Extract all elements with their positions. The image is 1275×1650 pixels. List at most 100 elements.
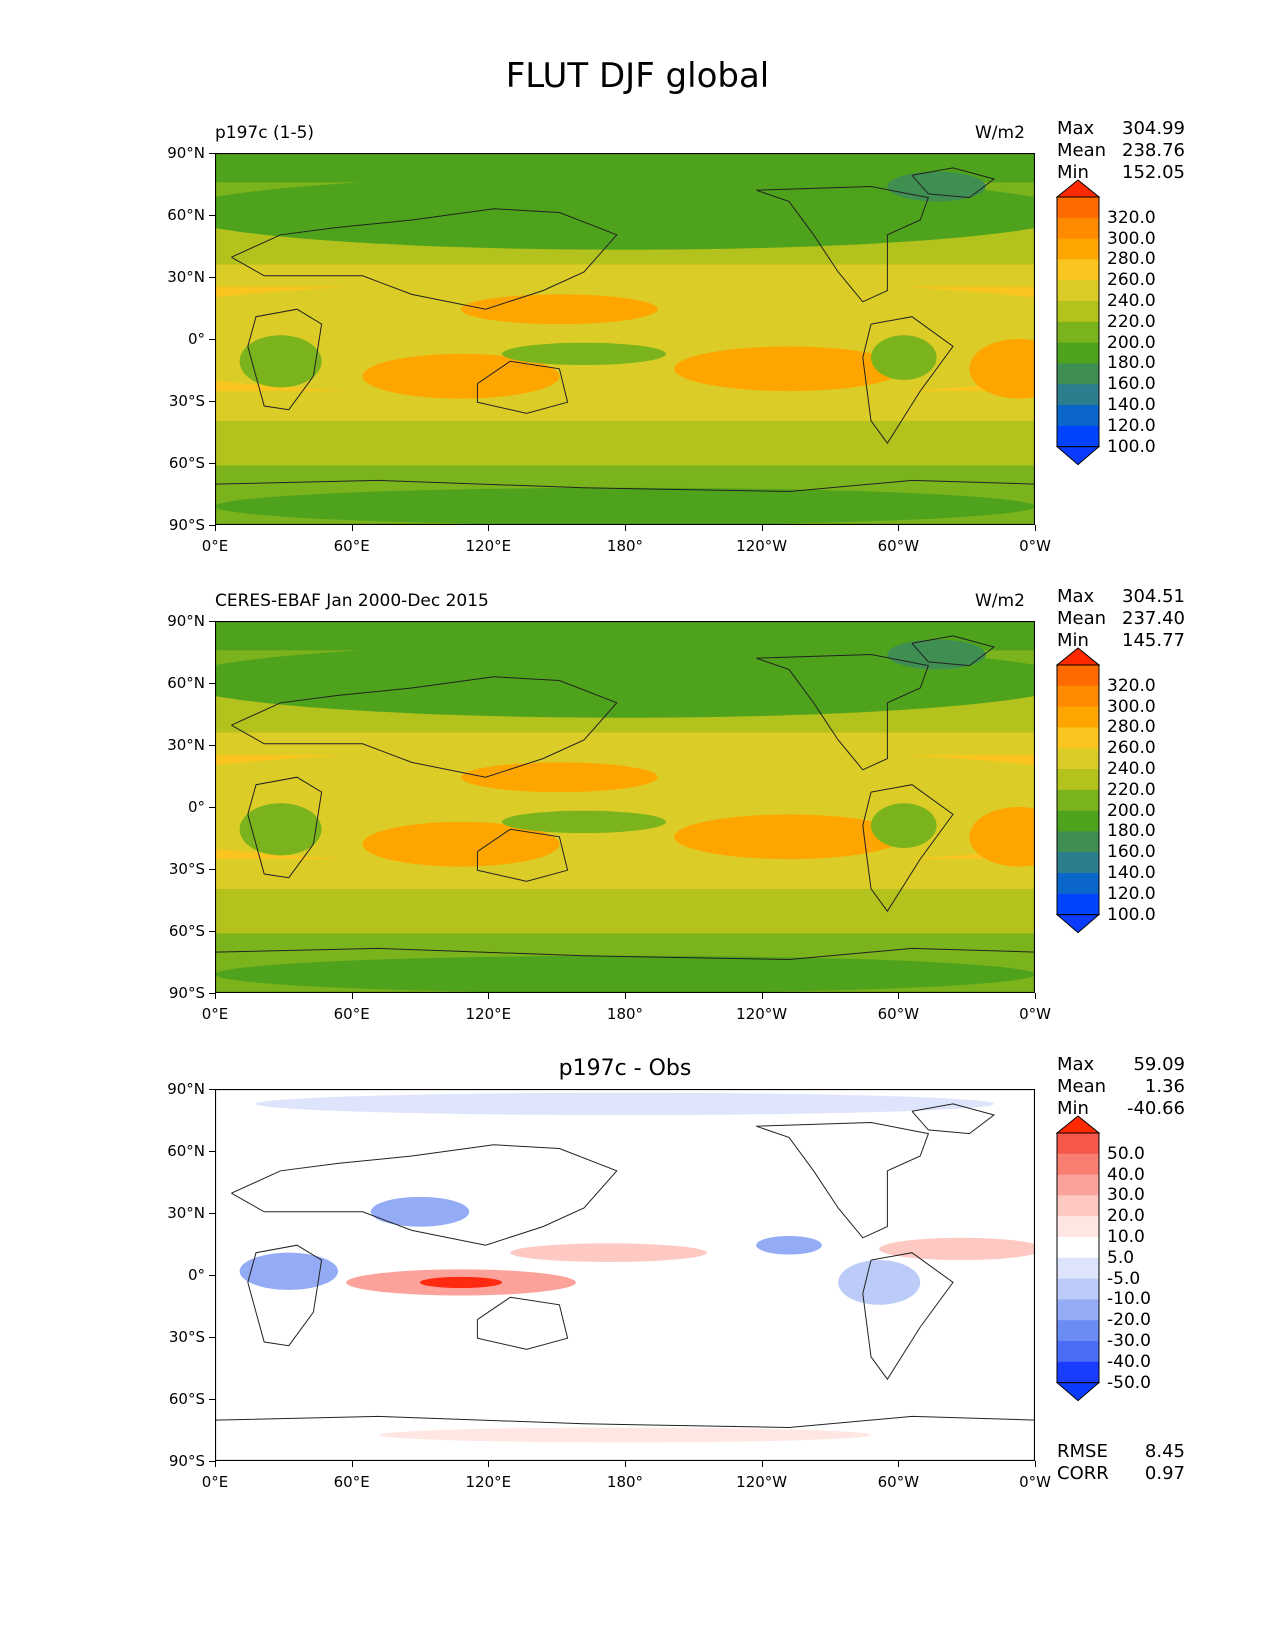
field-contour [215, 487, 1035, 525]
field-contour [215, 643, 1035, 718]
stat-mean-value: 237.40 [1122, 608, 1185, 629]
coastline [247, 776, 323, 879]
colorbar-label: -30.0 [1107, 1331, 1151, 1351]
map-plot-0 [215, 153, 1035, 525]
field-contour [239, 1252, 338, 1290]
latitude-band [215, 888, 1035, 934]
colorbar-frame [1056, 664, 1100, 916]
colorbar-segment [1057, 425, 1099, 448]
field-contour [239, 335, 322, 388]
x-tick-mark [1035, 993, 1036, 999]
y-tick-mark [209, 621, 215, 622]
map-plot-2 [215, 1089, 1035, 1461]
x-tick-label: 180° [606, 1473, 644, 1491]
field-contour [879, 1237, 1035, 1261]
colorbar-label: 180.0 [1107, 353, 1156, 374]
x-tick-mark [215, 1461, 216, 1467]
colorbar-label: 50.0 [1107, 1143, 1145, 1164]
panel-left-title: CERES-EBAF Jan 2000-Dec 2015 [215, 591, 489, 611]
coastline [231, 676, 618, 778]
field-contour [362, 821, 560, 867]
stat-max-value: 304.51 [1122, 586, 1185, 607]
coastline [247, 308, 323, 411]
coastline [756, 653, 930, 771]
colorbar-label: 260.0 [1107, 270, 1156, 291]
colorbar-label: 140.0 [1107, 395, 1156, 415]
y-tick-mark [209, 807, 215, 808]
field-contour [674, 814, 904, 860]
y-tick-mark [209, 215, 215, 216]
x-tick-label: 0°E [201, 1473, 229, 1491]
stat-max-label: Max [1057, 586, 1095, 607]
colorbar-segment [1057, 810, 1099, 832]
field-contour [969, 807, 1035, 867]
colorbar-label: -10.0 [1107, 1289, 1151, 1310]
field-contour [239, 803, 322, 856]
colorbar-label: 200.0 [1107, 332, 1156, 353]
colorbar-label: 100.0 [1107, 904, 1156, 925]
colorbar-segment [1057, 1341, 1099, 1363]
coastline [756, 185, 930, 303]
colorbar-label: 140.0 [1107, 863, 1156, 883]
x-tick-label: 0°W [1019, 1005, 1051, 1023]
y-tick-label: 30°S [168, 860, 205, 878]
colorbar-label: 320.0 [1107, 675, 1156, 696]
y-tick-label: 90°N [167, 612, 205, 630]
colorbar-label: 160.0 [1107, 374, 1156, 395]
colorbar-extend-top [1056, 1115, 1100, 1134]
coastline [476, 1296, 569, 1350]
x-tick-mark [1035, 525, 1036, 531]
field-contour [871, 335, 937, 380]
stat-min-label: Min [1057, 630, 1089, 651]
colorbar-label: 180.0 [1107, 821, 1156, 842]
colorbar-segment [1057, 1153, 1099, 1176]
field-contour [461, 294, 658, 325]
x-tick-label: 180° [606, 537, 644, 555]
y-tick-mark [209, 1089, 215, 1090]
colorbar-label: 5.0 [1107, 1247, 1135, 1268]
colorbar-frame [1056, 1132, 1100, 1384]
colorbar-segment [1057, 1361, 1099, 1384]
y-tick-label: 90°N [167, 1080, 205, 1098]
field-contour [215, 955, 1035, 993]
y-tick-label: 0° [187, 1266, 205, 1284]
x-tick-label: 120°W [736, 1005, 788, 1023]
y-tick-label: 0° [187, 330, 205, 348]
y-tick-mark [209, 869, 215, 870]
field-contour [502, 342, 666, 366]
x-tick-mark [215, 993, 216, 999]
colorbar-label: 30.0 [1107, 1185, 1145, 1206]
coastline [215, 1415, 1035, 1429]
x-tick-label: 0°W [1019, 1473, 1051, 1491]
y-tick-label: 30°S [168, 392, 205, 410]
stat-rmse-value: 8.45 [1144, 1441, 1185, 1462]
x-tick-mark [898, 1461, 900, 1467]
colorbar-segment [1057, 1278, 1099, 1300]
stat-min-value: -40.66 [1126, 1098, 1185, 1119]
colorbar-segment [1057, 831, 1099, 853]
colorbar-label: 120.0 [1107, 883, 1156, 904]
field-contour [674, 346, 904, 392]
field-contour [838, 1260, 921, 1305]
stat-min-value: 145.77 [1122, 630, 1185, 651]
colorbar-extend-bottom [1056, 914, 1100, 934]
x-tick-label: 0°E [201, 537, 229, 555]
y-tick-label: 90°S [168, 516, 205, 534]
coastline [911, 167, 996, 199]
map-plot-1 [215, 621, 1035, 993]
y-tick-label: 60°N [167, 674, 205, 692]
field-contour [502, 810, 666, 834]
x-tick-label: 0°W [1019, 537, 1051, 555]
y-tick-label: 30°N [167, 268, 205, 286]
stat-mean-value: 1.36 [1144, 1076, 1185, 1097]
y-tick-label: 90°S [168, 984, 205, 1002]
latitude-band [215, 420, 1035, 466]
field-contour [510, 1243, 707, 1262]
colorbar-label: 20.0 [1107, 1206, 1145, 1227]
colorbar-label: 100.0 [1107, 436, 1156, 457]
x-tick-label: 60°W [877, 1005, 920, 1023]
stat-min-value: 152.05 [1122, 162, 1185, 183]
x-tick-label: 60°E [333, 1473, 370, 1491]
field-contour [215, 175, 1035, 250]
colorbar-extend-top [1056, 647, 1100, 666]
